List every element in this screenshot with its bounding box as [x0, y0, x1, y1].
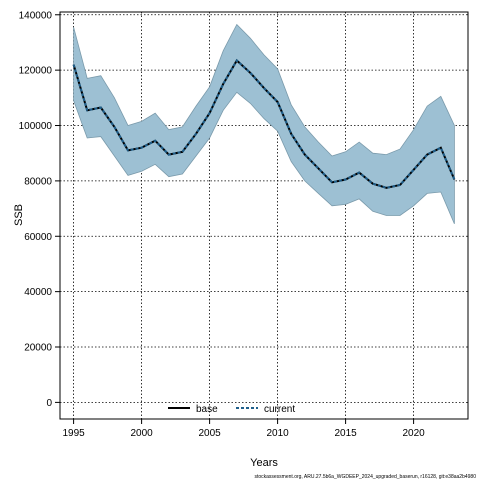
- x-axis-title: Years: [250, 457, 278, 469]
- x-tick-label: 1995: [62, 428, 85, 439]
- y-tick-label: 80000: [24, 176, 52, 187]
- x-axis: 1995 2000 2005 2010 2015 2020: [62, 419, 425, 439]
- legend-label-base: base: [196, 404, 218, 415]
- y-axis: 0 20000 40000 60000 80000 100000 120000 140000: [19, 10, 60, 409]
- y-tick-label: 60000: [24, 232, 52, 243]
- y-tick-label: 100000: [19, 121, 53, 132]
- x-tick-label: 2005: [198, 428, 221, 439]
- legend-label-current: current: [264, 404, 295, 415]
- y-tick-label: 20000: [24, 343, 52, 354]
- confidence-band: [73, 23, 455, 224]
- x-tick-label: 2015: [334, 428, 357, 439]
- x-tick-label: 2020: [402, 428, 425, 439]
- y-tick-label: 120000: [19, 66, 53, 77]
- plot-frame: [59, 11, 469, 420]
- y-tick-label: 0: [46, 398, 52, 409]
- series-line-current: [72, 58, 456, 189]
- x-tick-label: 2010: [266, 428, 289, 439]
- legend: base current: [168, 404, 295, 415]
- y-tick-label: 40000: [24, 287, 52, 298]
- y-axis-title: SSB: [13, 204, 25, 226]
- y-tick-label: 140000: [19, 10, 53, 21]
- x-tick-label: 2000: [130, 428, 153, 439]
- source-note: stockassessment.org, ARU.27.5b6a_WGDEEP_…: [254, 474, 476, 480]
